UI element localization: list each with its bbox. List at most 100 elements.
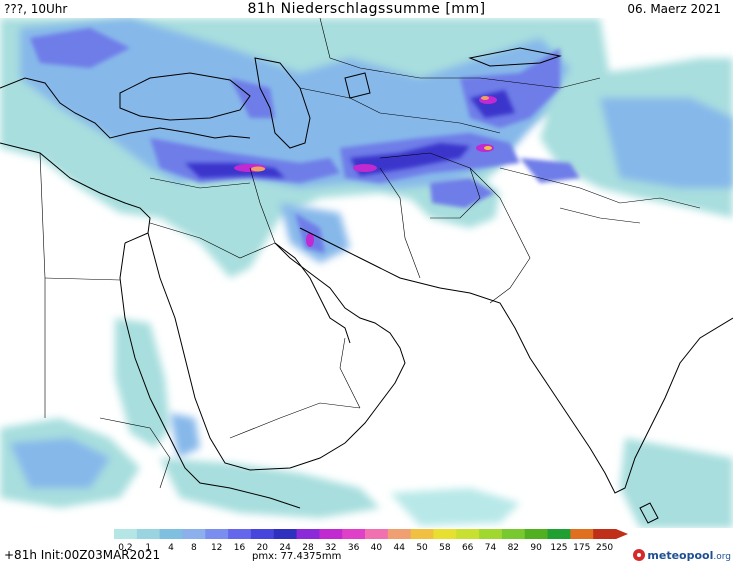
legend-swatch	[205, 529, 229, 539]
coast-balkhash	[468, 47, 562, 67]
coast-srilanka	[639, 502, 659, 524]
precip-red-sea-west	[115, 318, 170, 448]
precip-gulf-aden	[160, 458, 380, 518]
coast-red-sea-east	[147, 232, 406, 471]
coast-india	[439, 287, 733, 494]
legend-label: 90	[530, 543, 542, 553]
init-time: +81h Init:00Z03MAR2021	[4, 548, 161, 562]
legend-swatch	[182, 529, 206, 539]
legend-label: 20	[257, 543, 269, 553]
legend-swatch	[570, 529, 594, 539]
legend-label: 8	[191, 543, 197, 553]
coast-gulf	[274, 242, 351, 344]
map-title: 81h Niederschlagssumme [mm]	[247, 1, 486, 17]
legend-color-bar	[114, 529, 617, 539]
coast-black-sea	[119, 72, 251, 121]
legend-swatch	[319, 529, 343, 539]
legend-swatch	[342, 529, 366, 539]
brand-name-text: meteopool	[647, 548, 714, 562]
legend-label: 28	[302, 543, 314, 553]
legend-label: 24	[279, 543, 291, 553]
coastlines	[0, 47, 733, 524]
precip-max-hindukush-core	[484, 146, 492, 150]
border-saudi-north	[149, 222, 276, 259]
brand-name: meteopool.org	[647, 549, 731, 562]
precip-legend: 0.2 1 4 8 12 16 20 24 28 32 36 40 44 50 58 66 74 82 90 125 1…	[114, 529, 628, 553]
legend-swatch	[547, 529, 571, 539]
legend-label: 250	[596, 543, 613, 553]
legend-swatch	[114, 529, 138, 539]
precip-max-zagros	[353, 164, 377, 172]
legend-swatch	[410, 529, 434, 539]
legend-labels: 0.2 1 4 8 12 16 20 24 28 32 36 40 44 50 58 66 74 82 90 125 1…	[118, 543, 613, 553]
precip-mid-eritrea	[170, 413, 200, 458]
precip-mid-sudan	[10, 438, 110, 488]
precip-max-iran	[306, 233, 314, 247]
legend-swatch	[479, 529, 503, 539]
precipitation-map	[0, 18, 733, 528]
precip-arabian-sea	[390, 488, 520, 526]
legend-label: 16	[234, 543, 246, 553]
border-yemen-saudi	[229, 402, 361, 439]
precip-core-nw	[30, 28, 130, 68]
border-egypt-sudan	[44, 277, 121, 281]
precip-max-turkey-core	[251, 166, 265, 172]
legend-swatch	[501, 529, 526, 539]
border-afghan	[379, 152, 481, 219]
legend-label: 66	[462, 543, 474, 553]
precip-deep-zagros	[350, 143, 470, 176]
precip-deep-asia	[470, 90, 515, 118]
legend-label: 4	[168, 543, 174, 553]
legend-swatch	[136, 529, 161, 539]
coast-aral	[344, 72, 371, 99]
meteopool-logo-icon	[633, 549, 646, 561]
legend-label: 125	[550, 543, 567, 553]
legend-label: 1	[145, 543, 151, 553]
legend-label: 50	[416, 543, 428, 553]
border-egypt-libya	[39, 152, 46, 418]
legend-label: 12	[211, 543, 222, 553]
legend-swatch	[593, 529, 617, 539]
legend-swatch	[250, 529, 275, 539]
legend-label: 40	[371, 543, 383, 553]
precip-max-asia-core	[481, 96, 489, 100]
legend-label: 58	[439, 543, 451, 553]
border-kazakh	[319, 18, 601, 89]
precip-deep-layer	[185, 90, 515, 178]
legend-swatch	[456, 529, 480, 539]
precip-south-india-sea	[620, 438, 733, 528]
coast-levant-sinai	[0, 142, 151, 244]
border-nepal	[559, 207, 641, 224]
legend-label: 44	[394, 543, 406, 553]
borders	[39, 18, 701, 489]
legend-swatch	[433, 529, 457, 539]
brand-logo: meteopool.org	[633, 546, 731, 564]
precip-core-pak	[430, 178, 495, 208]
border-pak-india	[469, 167, 531, 304]
forecast-date: 06. Maerz 2021	[627, 2, 721, 16]
border-oman	[339, 337, 361, 409]
legend-swatch	[273, 529, 298, 539]
precip-extreme-layer	[234, 96, 497, 247]
coast-persian-gulf-north	[299, 227, 441, 289]
border-iraq-iran	[249, 167, 276, 244]
coast-caspian	[254, 57, 311, 149]
legend-label: 36	[348, 543, 360, 553]
legend-label: 74	[485, 543, 497, 553]
legend-label: 82	[508, 543, 519, 553]
legend-swatch	[159, 529, 183, 539]
border-ethiopia	[99, 417, 171, 489]
legend-label: 0.2	[118, 543, 132, 553]
precip-mid-ne	[600, 98, 733, 188]
legend-swatch	[365, 529, 389, 539]
border-central-asia	[299, 87, 501, 134]
border-iran-east	[379, 167, 421, 279]
brand-tld: .org	[713, 551, 731, 562]
border-turkey-syria	[149, 177, 251, 189]
legend-label: 32	[325, 543, 336, 553]
border-india-china	[499, 167, 701, 209]
legend-swatch	[296, 529, 320, 539]
legend-label: 175	[573, 543, 590, 553]
max-precip: pmx: 77.4375mm	[252, 551, 342, 562]
run-label: ???, 10Uhr	[4, 2, 68, 16]
